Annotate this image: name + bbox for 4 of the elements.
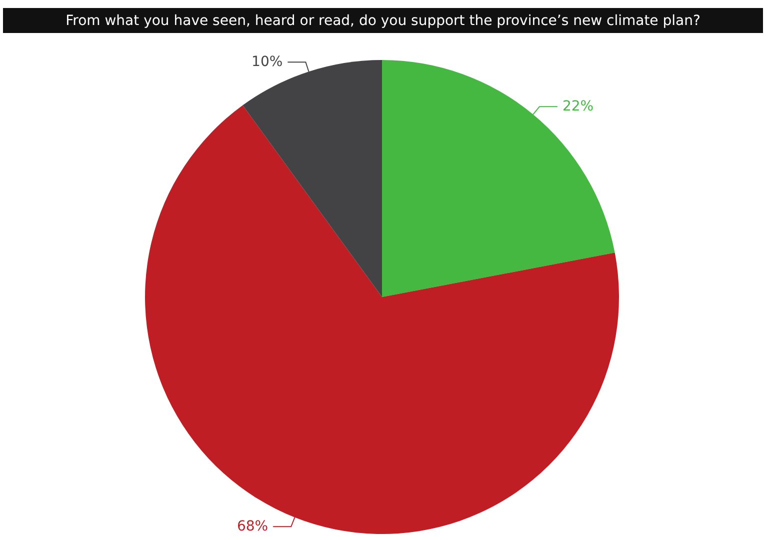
data-label: 10% [252, 54, 283, 70]
chart-title: From what you have seen, heard or read, do you support the province’s new climate plan? [3, 8, 763, 33]
data-label: 22% [562, 98, 594, 115]
data-label: 68% [236, 518, 268, 535]
